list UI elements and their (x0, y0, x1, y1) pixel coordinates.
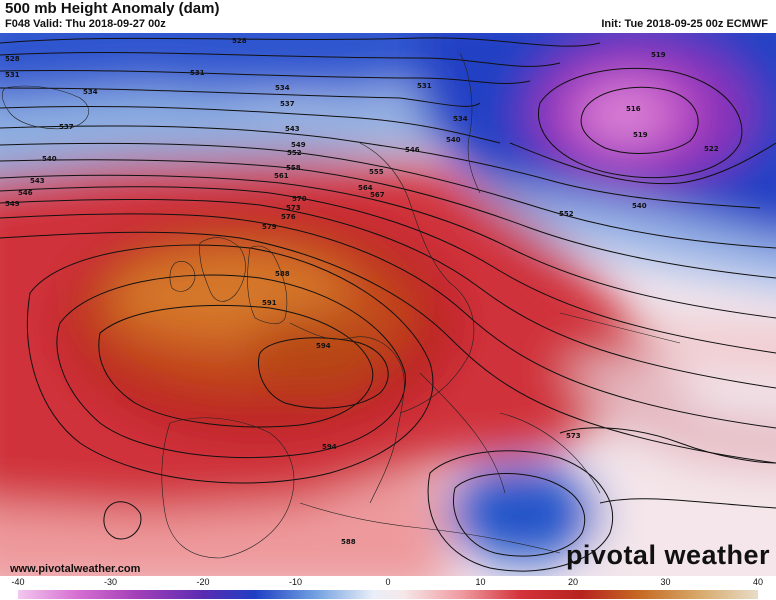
colorbar-tick-label: -40 (11, 577, 25, 587)
contour-label: 564 (358, 184, 373, 192)
contour-label: 588 (275, 270, 290, 278)
coastlines (1, 52, 681, 559)
init-time: Init: Tue 2018-09-25 00z ECMWF (601, 18, 768, 30)
contour-label: 549 (291, 141, 306, 149)
contour-label: 519 (633, 131, 648, 139)
contour-label: 531 (417, 82, 432, 90)
contour-label: 531 (190, 69, 205, 77)
contour-label: 588 (341, 538, 356, 546)
contour-label: 537 (59, 123, 74, 131)
contour-label: 561 (274, 172, 289, 180)
contour-label: 591 (262, 299, 277, 307)
contour-label: 594 (322, 443, 337, 451)
contour-label: 546 (405, 146, 420, 154)
contour-label: 534 (83, 88, 98, 96)
colorbar-tick-label: 10 (475, 577, 486, 587)
contour-label: 537 (280, 100, 295, 108)
colorbar-tick-label: 0 (385, 577, 391, 587)
colorbar-strip (18, 590, 758, 599)
colorbar-tick-label: -10 (288, 577, 303, 587)
colorbar-tick-label: 20 (567, 577, 579, 587)
height-contours (0, 37, 776, 572)
map-title: 500 mb Height Anomaly (dam) (5, 0, 220, 17)
contour-labels: 528 528 531 531 531 534 534 534 537 537 … (5, 37, 719, 546)
contour-label: 540 (446, 136, 461, 144)
contour-label: 579 (262, 223, 277, 231)
contour-label: 549 (5, 200, 20, 208)
colorbar-tick-label: -20 (196, 577, 210, 587)
contour-label: 576 (281, 213, 296, 221)
contour-label: 570 (292, 195, 307, 203)
valid-time: F048 Valid: Thu 2018-09-27 00z (5, 18, 166, 30)
colorbar-tick-label: -30 (103, 577, 118, 587)
site-url: www.pivotalweather.com (10, 563, 141, 575)
header: 500 mb Height Anomaly (dam) F048 Valid: … (0, 0, 776, 33)
contour-label: 519 (651, 51, 666, 59)
contour-label: 546 (18, 189, 33, 197)
map-area: 528 528 531 531 531 534 534 534 537 537 … (0, 33, 776, 576)
contour-label: 531 (5, 71, 20, 79)
contour-label: 534 (275, 84, 290, 92)
contour-label: 543 (285, 125, 300, 133)
colorbar-tick-label: 40 (752, 577, 764, 587)
contour-label: 555 (369, 168, 384, 176)
contour-label: 573 (286, 204, 301, 212)
anomaly-shading (0, 33, 776, 576)
contour-label: 594 (316, 342, 331, 350)
contour-label: 540 (42, 155, 57, 163)
colorbar-tick-label: 30 (660, 577, 671, 587)
contour-label: 516 (626, 105, 641, 113)
contour-label: 528 (232, 37, 247, 45)
contour-label: 558 (286, 164, 301, 172)
contour-label: 522 (704, 145, 719, 153)
contour-label: 573 (566, 432, 581, 440)
contour-label: 567 (370, 191, 385, 199)
contour-label: 540 (632, 202, 647, 210)
colorbar-gradient (18, 590, 758, 599)
contour-label: 528 (5, 55, 20, 63)
contour-label: 552 (287, 149, 302, 157)
contour-label: 543 (30, 177, 45, 185)
contour-label: 552 (559, 210, 574, 218)
colorbar: -40 -30 -20 -10 0 10 20 30 40 (0, 576, 776, 600)
contour-label: 534 (453, 115, 468, 123)
brand-logo: pivotal weather (565, 540, 770, 570)
map-svg: 528 528 531 531 531 534 534 534 537 537 … (0, 33, 776, 576)
